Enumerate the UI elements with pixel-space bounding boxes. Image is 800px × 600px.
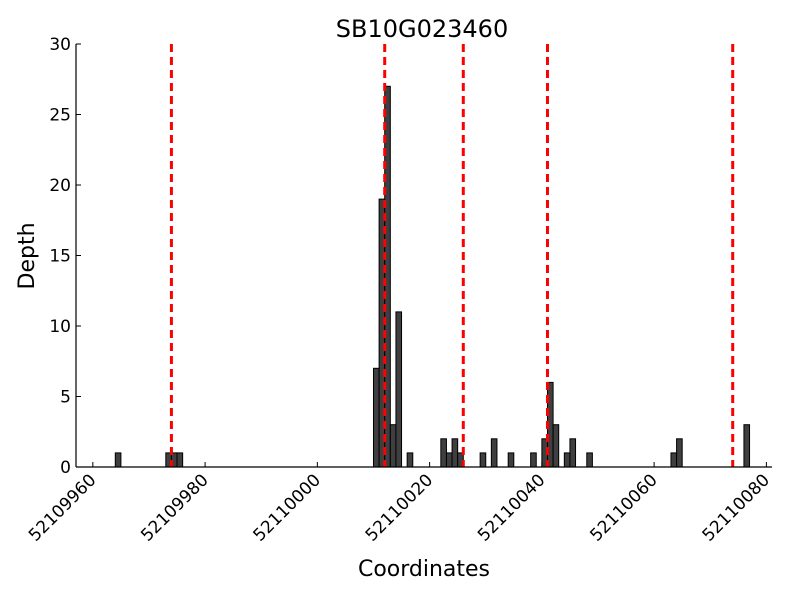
x-tick-label: 52109980 [137, 470, 212, 545]
histogram-bar [406, 452, 414, 468]
y-tick-label: 0 [60, 458, 71, 478]
histogram-bar [395, 311, 403, 468]
chart-title: SB10G023460 [336, 15, 508, 43]
histogram-bar [552, 424, 560, 468]
y-axis-label: Depth [15, 222, 40, 289]
histogram-bar [586, 452, 593, 468]
y-ticks: 0 5 10 15 20 25 30 [49, 35, 81, 478]
x-tick-label: 52110020 [362, 470, 437, 545]
vertical-lines-layer [169, 44, 735, 467]
histogram-bar [490, 438, 498, 468]
y-tick-label: 30 [49, 35, 71, 55]
x-ticks: 52109960 52109980 52110000 52110020 52110040… [25, 462, 774, 546]
histogram-bar [670, 452, 678, 468]
y-tick-label: 10 [49, 317, 71, 337]
y-tick-label: 20 [49, 176, 71, 196]
histogram-bar [569, 438, 577, 468]
bars-layer [114, 85, 751, 468]
histogram-bar [676, 438, 683, 468]
x-axis-label: Coordinates [358, 557, 490, 582]
histogram-bar [479, 452, 487, 468]
x-tick-label: 52110000 [250, 470, 325, 545]
x-tick-label: 52110040 [474, 470, 549, 545]
histogram-bar [451, 438, 459, 468]
y-tick-label: 5 [60, 388, 71, 408]
histogram-bar [114, 452, 122, 468]
histogram-bar [530, 452, 537, 468]
x-tick-label: 52109960 [25, 470, 100, 545]
y-tick-label: 25 [49, 106, 71, 126]
histogram-bar [743, 424, 751, 468]
x-tick-label: 52110060 [586, 470, 661, 545]
histogram-bar [176, 452, 184, 468]
histogram-bar [507, 452, 515, 468]
histogram-bar [445, 452, 453, 468]
axes [75, 44, 772, 468]
x-tick-label: 52110080 [699, 470, 774, 545]
histogram-bar [563, 452, 571, 468]
histogram-bar [440, 438, 447, 468]
histogram-bar [389, 424, 397, 468]
histogram-bar [372, 367, 380, 468]
y-tick-label: 15 [49, 247, 71, 267]
